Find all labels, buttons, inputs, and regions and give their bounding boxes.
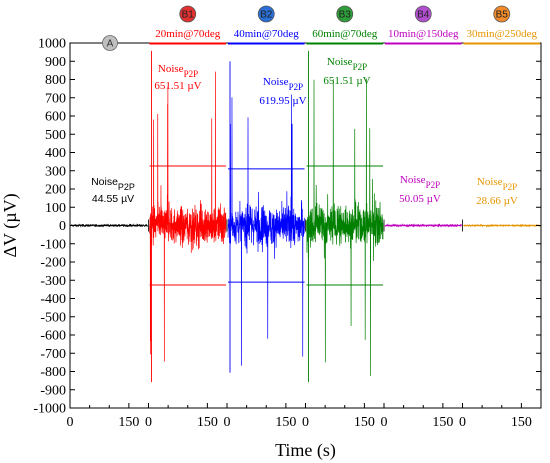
x-tick-label: 150 (118, 415, 139, 430)
badge-circle (336, 5, 354, 23)
y-tick-label: -700 (40, 347, 66, 362)
noise-prefix: Noise (263, 76, 289, 88)
badge-circle (414, 5, 432, 23)
noise-annotation: NoiseP2P 50.05 µV (399, 174, 441, 205)
y-tick-label: 400 (45, 146, 66, 161)
x-tick-label: 0 (224, 415, 231, 430)
x-axis: 0 150 0 150 0 150 0 150 0 150 0 150 (67, 403, 532, 430)
y-tick-label: 0 (59, 219, 66, 234)
noise-title: NoiseP2P (477, 176, 517, 192)
signal-trace (384, 223, 462, 228)
y-axis-title: ΔV (µV) (0, 193, 21, 257)
noise-value: 28.66 µV (476, 195, 518, 207)
badge-circle (102, 35, 118, 51)
noise-value: 50.05 µV (399, 193, 441, 205)
noise-subscript: P2P (503, 182, 518, 192)
badge-label: A (107, 39, 114, 50)
y-tick-label: -200 (40, 256, 66, 271)
noise-value: 651.51 µV (154, 80, 201, 92)
x-tick-label: 150 (354, 415, 375, 430)
segment-header: A B1 20min@70deg B2 40min@70deg B3 60min@70deg… (102, 5, 540, 51)
segment-condition-label: 30min@250deg (466, 28, 537, 40)
badge-label: B2 (260, 10, 273, 21)
y-tick-label: 500 (45, 128, 66, 143)
y-tick-label: -500 (40, 310, 66, 325)
noise-prefix: Noise (327, 56, 353, 68)
noise-title: NoiseP2P (400, 174, 440, 190)
noise-title: NoiseP2P (263, 76, 303, 92)
x-tick-label: 0 (67, 415, 74, 430)
signal-trace (149, 71, 227, 362)
y-tick-label: 200 (45, 183, 66, 198)
peak-guide-lines (148, 50, 463, 383)
x-tick-label: 0 (145, 415, 152, 430)
y-tick-label: 600 (45, 110, 66, 125)
noise-prefix: Noise (400, 174, 426, 186)
y-tick-label: -100 (40, 237, 66, 252)
y-tick-label: 700 (45, 91, 66, 106)
noise-annotation: NoiseP2P 619.95 µV (259, 76, 306, 107)
badge-circle (179, 5, 197, 23)
x-tick-label: 150 (432, 415, 453, 430)
badge-label: B1 (182, 10, 195, 21)
x-axis-title: Time (s) (275, 440, 336, 461)
segment-condition-label: 10min@150deg (388, 28, 459, 40)
x-tick-label: 150 (197, 415, 218, 430)
x-tick-label: 0 (302, 415, 309, 430)
segment-condition-label: 20min@70deg (155, 28, 221, 40)
noise-subscript: P2P (426, 180, 441, 190)
badge-label: B3 (339, 10, 352, 21)
noise-annotation: NoiseP2P 651.51 µV (323, 56, 370, 87)
noise-subscript: P2P (184, 69, 199, 79)
noise-prefix: Noise (158, 63, 184, 75)
y-tick-label: -600 (40, 329, 66, 344)
noise-subscript: P2P (353, 62, 368, 72)
noise-annotation: NoiseP2P 28.66 µV (476, 176, 518, 207)
segment-condition-label: 40min@70deg (234, 28, 300, 40)
signal-traces (70, 71, 541, 377)
x-tick-label: 150 (511, 415, 532, 430)
badge-label: B5 (496, 10, 509, 21)
y-tick-label: 1000 (38, 37, 66, 52)
y-tick-label: -800 (40, 365, 66, 380)
y-tick-label: 900 (45, 55, 66, 70)
noise-prefix: Noise (91, 176, 118, 188)
y-tick-label: 300 (45, 164, 66, 179)
segment-condition-label: 60min@70deg (312, 28, 378, 40)
y-tick-label: 100 (45, 201, 66, 216)
signal-trace (70, 223, 148, 228)
noise-title: NoiseP2P (158, 63, 198, 79)
badge-circle (257, 5, 275, 23)
badge-label: B4 (417, 10, 430, 21)
y-tick-label: -400 (40, 292, 66, 307)
noise-value: 651.51 µV (323, 75, 370, 87)
noise-prefix: Noise (477, 176, 503, 188)
y-tick-label: -1000 (33, 402, 66, 417)
y-tick-label: -300 (40, 274, 66, 289)
noise-subscript: P2P (289, 82, 304, 92)
signal-trace (463, 223, 541, 228)
noise-title: NoiseP2P (327, 56, 367, 72)
noise-value: 44.55 µV (92, 193, 134, 205)
x-tick-label: 0 (459, 415, 466, 430)
x-tick-label: 0 (381, 415, 388, 430)
noise-subscript: P2P (118, 182, 135, 192)
signal-trace (227, 94, 305, 366)
noise-value: 619.95 µV (259, 95, 306, 107)
x-tick-label: 150 (275, 415, 296, 430)
noise-title: NoiseP2P (91, 176, 135, 192)
signal-trace (306, 78, 384, 377)
y-tick-label: 800 (45, 73, 66, 88)
y-tick-label: -900 (40, 383, 66, 398)
badge-circle (493, 5, 511, 23)
